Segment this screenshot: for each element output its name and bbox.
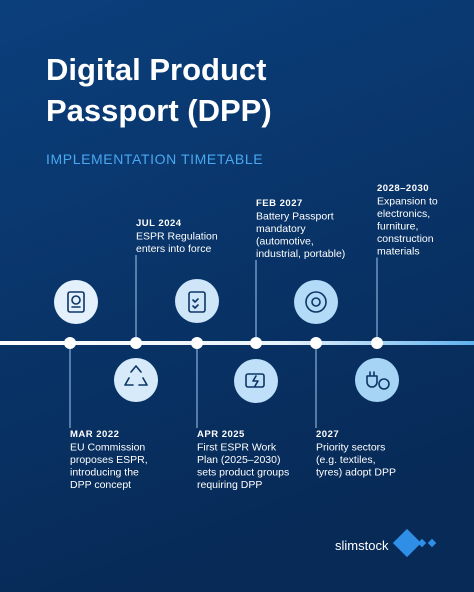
event-text: introducing the [70, 467, 139, 479]
event-text: sets product groups [197, 467, 289, 479]
timeline-node [371, 337, 383, 349]
event-date: 2028–2030 [377, 183, 429, 194]
event-text: (e.g. textiles, [316, 454, 376, 466]
event-text: EU Commission [70, 442, 145, 454]
event-text: proposes ESPR, [70, 454, 148, 466]
event-text: enters into force [136, 243, 211, 255]
event-text: DPP concept [70, 479, 131, 491]
event-text: industrial, portable) [256, 248, 345, 260]
event-text: mandatory [256, 223, 306, 235]
subtitle: IMPLEMENTATION TIMETABLE [46, 151, 263, 167]
event-text: Expansion to [377, 196, 438, 208]
timeline-node [130, 337, 142, 349]
event-text: furniture, [377, 221, 418, 233]
event-text: Priority sectors [316, 442, 385, 454]
event-text: requiring DPP [197, 479, 262, 491]
event-text: ESPR Regulation [136, 231, 218, 243]
timeline-node [310, 337, 322, 349]
brand: slimstock [335, 538, 389, 553]
brand-logo [392, 528, 437, 558]
timeline-node [250, 337, 262, 349]
icons [54, 279, 399, 403]
timeline-node [64, 337, 76, 349]
event-date: APR 2025 [197, 429, 245, 440]
title: Digital Product [46, 52, 266, 87]
timeline-node [191, 337, 203, 349]
timeline [0, 341, 474, 345]
event-date: JUL 2024 [136, 218, 182, 229]
event-date: FEB 2027 [256, 198, 303, 209]
event-text: tyres) adopt DPP [316, 467, 396, 479]
event-text: First ESPR Work [197, 442, 277, 454]
event-text: materials [377, 246, 420, 258]
event-text: Plan (2025–2030) [197, 454, 280, 466]
event-date: MAR 2022 [70, 429, 119, 440]
event-text: construction [377, 233, 434, 245]
event-text: Battery Passport [256, 211, 334, 223]
event-text: electronics, [377, 208, 430, 220]
title: Passport (DPP) [46, 93, 272, 128]
event-text: (automotive, [256, 236, 314, 248]
event-date: 2027 [316, 429, 339, 440]
